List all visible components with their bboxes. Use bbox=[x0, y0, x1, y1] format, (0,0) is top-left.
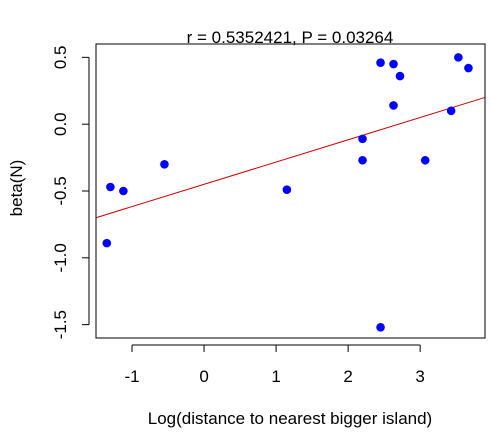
y-tick-label: -1.5 bbox=[51, 310, 70, 339]
data-point bbox=[376, 323, 385, 332]
data-point bbox=[102, 238, 112, 248]
plot-frame bbox=[95, 43, 486, 339]
x-tick-label: -1 bbox=[124, 367, 139, 386]
data-point bbox=[395, 71, 405, 81]
y-tick-label: -1.0 bbox=[51, 243, 70, 272]
x-axis: -1 0 1 2 3 bbox=[124, 344, 425, 386]
x-axis-title: Log(distance to nearest bigger island) bbox=[148, 409, 432, 428]
data-point bbox=[446, 106, 456, 116]
y-tick-label: -0.5 bbox=[51, 176, 70, 205]
y-tick-label: 0.5 bbox=[51, 46, 70, 70]
data-point bbox=[282, 185, 292, 194]
y-tick-label: 0.0 bbox=[51, 112, 70, 136]
data-point bbox=[420, 155, 430, 165]
data-point bbox=[358, 134, 367, 144]
regression-line bbox=[95, 96, 486, 219]
data-point bbox=[464, 63, 473, 73]
x-tick-label: 2 bbox=[343, 367, 352, 386]
data-point bbox=[358, 155, 367, 165]
y-axis-title: beta(N) bbox=[7, 160, 26, 217]
data-point bbox=[119, 186, 128, 196]
y-axis: -1.5 -1.0 -0.5 0.0 0.5 bbox=[51, 46, 90, 339]
plot-area bbox=[95, 43, 486, 339]
x-tick-label: 1 bbox=[271, 367, 280, 386]
x-tick-label: 3 bbox=[415, 367, 424, 386]
data-points bbox=[102, 53, 473, 332]
data-point bbox=[454, 53, 463, 62]
x-tick-label: 0 bbox=[199, 367, 208, 386]
data-point bbox=[389, 101, 398, 110]
data-point bbox=[160, 159, 169, 169]
data-point bbox=[106, 182, 115, 192]
data-point bbox=[389, 59, 398, 69]
chart-title: r = 0.5352421, P = 0.03264 bbox=[187, 28, 394, 47]
data-point bbox=[376, 58, 385, 68]
